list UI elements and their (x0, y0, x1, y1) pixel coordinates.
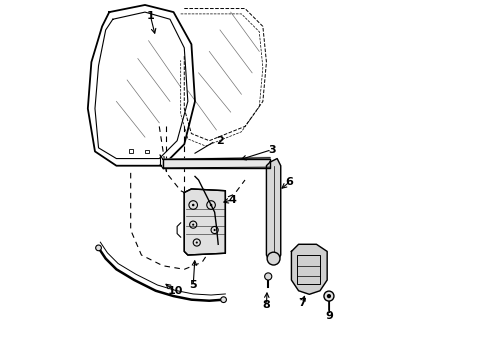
Circle shape (220, 297, 226, 302)
Circle shape (96, 245, 101, 251)
Circle shape (210, 204, 212, 206)
Text: 10: 10 (168, 287, 183, 296)
Polygon shape (163, 159, 270, 168)
Circle shape (324, 291, 334, 301)
Circle shape (327, 294, 331, 298)
Bar (145, 150, 148, 153)
Text: 4: 4 (228, 195, 237, 204)
Text: 2: 2 (216, 136, 224, 146)
Bar (129, 149, 133, 153)
Bar (297, 255, 320, 284)
Text: 7: 7 (298, 298, 306, 308)
Text: 9: 9 (325, 311, 333, 321)
Text: 6: 6 (286, 177, 294, 187)
Text: 3: 3 (268, 145, 275, 155)
Circle shape (192, 204, 195, 206)
Polygon shape (163, 157, 270, 168)
Polygon shape (292, 244, 327, 294)
Polygon shape (267, 158, 281, 262)
Circle shape (196, 242, 198, 244)
Text: 5: 5 (190, 280, 197, 291)
Circle shape (265, 273, 272, 280)
Circle shape (192, 224, 194, 226)
Circle shape (214, 229, 216, 231)
Circle shape (267, 252, 280, 265)
Text: 8: 8 (263, 300, 270, 310)
Text: 1: 1 (147, 11, 154, 21)
Polygon shape (184, 189, 225, 255)
